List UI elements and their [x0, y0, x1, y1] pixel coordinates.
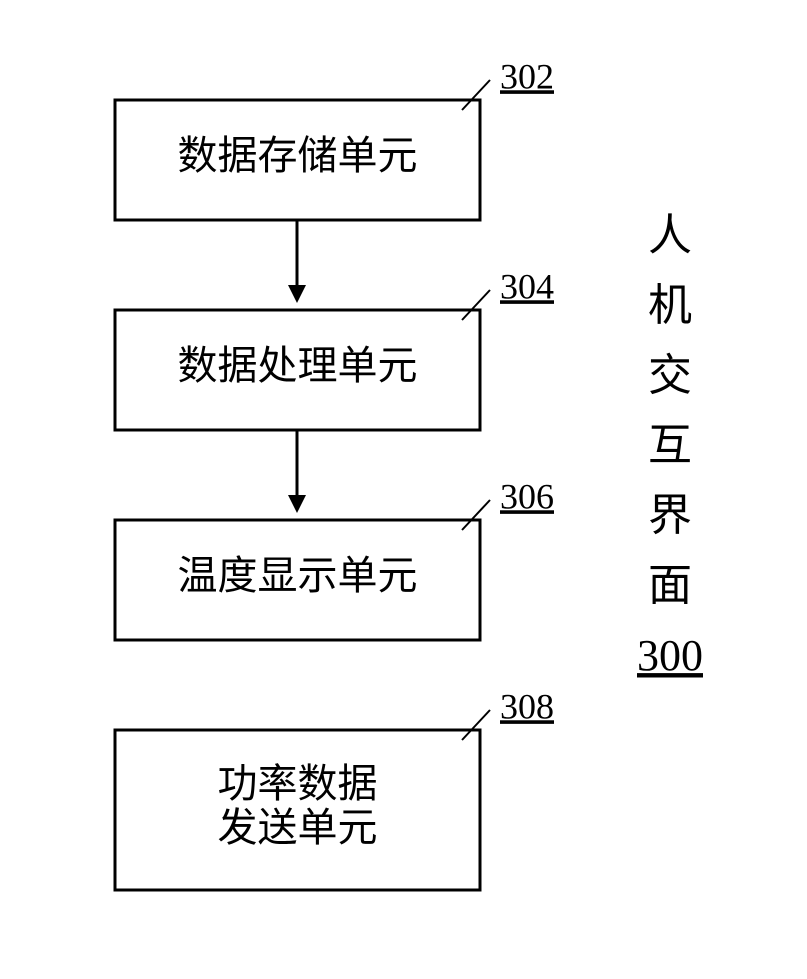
label-b304: 304	[500, 266, 554, 306]
box-b302-text: 数据存储单元	[178, 133, 418, 178]
label-b308: 308	[500, 686, 554, 726]
side-label-char-3: 互	[648, 421, 692, 470]
side-label-char-0: 人	[648, 211, 692, 260]
label-b306: 306	[500, 476, 554, 516]
side-label-char-5: 面	[648, 561, 692, 610]
box-b308-line2: 发送单元	[218, 805, 378, 850]
box-b308-line1: 功率数据	[218, 761, 378, 806]
side-label-char-1: 机	[648, 281, 692, 330]
box-b306-text: 温度显示单元	[178, 553, 418, 598]
label-b302: 302	[500, 56, 554, 96]
side-label-char-2: 交	[648, 351, 692, 400]
box-b304-text: 数据处理单元	[178, 343, 418, 388]
side-label-number: 300	[637, 631, 703, 680]
side-label-char-4: 界	[648, 491, 692, 540]
